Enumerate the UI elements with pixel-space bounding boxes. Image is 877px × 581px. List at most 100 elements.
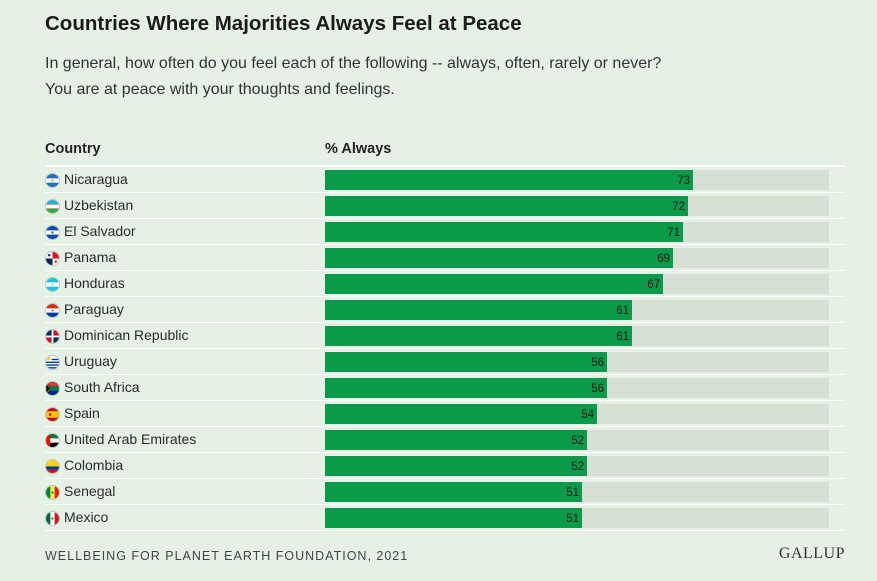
spain-flag-icon xyxy=(45,407,60,422)
row-divider xyxy=(45,400,845,401)
question-text: In general, how often do you feel each o… xyxy=(45,55,662,72)
bar-track: 72 xyxy=(325,196,829,216)
value-label: 51 xyxy=(566,487,579,499)
chart-row: Spain 54 xyxy=(45,401,845,427)
chart-row: Mexico 51 xyxy=(45,505,845,531)
bar-track: 61 xyxy=(325,300,829,320)
bar xyxy=(325,274,663,294)
country-label: Paraguay xyxy=(64,301,124,317)
chart-row: Uruguay 56 xyxy=(45,349,845,375)
statement-text: You are at peace with your thoughts and … xyxy=(45,81,395,98)
value-label: 61 xyxy=(616,331,629,343)
bar-track: 67 xyxy=(325,274,829,294)
country-label: Colombia xyxy=(64,457,124,473)
percent-column-header: % Always xyxy=(325,141,392,157)
gallup-logo: GALLUP xyxy=(778,545,845,562)
row-divider xyxy=(45,192,845,193)
value-label: 72 xyxy=(672,201,685,213)
bar xyxy=(325,404,597,424)
chart-row: Panama 69 xyxy=(45,245,845,271)
country-label: Spain xyxy=(64,405,100,421)
bar xyxy=(325,248,673,268)
senegal-flag-icon xyxy=(45,485,60,500)
row-divider xyxy=(45,296,845,297)
mexico-flag-icon xyxy=(45,511,60,526)
dominican-republic-flag-icon xyxy=(45,329,60,344)
bar-track: 56 xyxy=(325,352,829,372)
bar xyxy=(325,170,693,190)
bar xyxy=(325,378,607,398)
row-divider xyxy=(45,530,845,531)
row-divider xyxy=(45,374,845,375)
country-label: Nicaragua xyxy=(64,171,128,187)
chart-row: Uzbekistan 72 xyxy=(45,193,845,219)
chart-row: El Salvador 71 xyxy=(45,219,845,245)
south-africa-flag-icon xyxy=(45,381,60,396)
bar xyxy=(325,326,632,346)
bar xyxy=(325,430,587,450)
value-label: 52 xyxy=(571,435,584,447)
nicaragua-flag-icon xyxy=(45,173,60,188)
value-label: 51 xyxy=(566,513,579,525)
bar xyxy=(325,456,587,476)
chart-row: Honduras 67 xyxy=(45,271,845,297)
uae-flag-icon xyxy=(45,433,60,448)
honduras-flag-icon xyxy=(45,277,60,292)
country-label: South Africa xyxy=(64,379,140,395)
row-divider xyxy=(45,504,845,505)
country-label: Mexico xyxy=(64,509,109,525)
row-divider xyxy=(45,426,845,427)
country-label: Senegal xyxy=(64,483,116,499)
row-divider xyxy=(45,322,845,323)
country-label: El Salvador xyxy=(64,223,136,239)
country-label: Honduras xyxy=(64,275,125,291)
bar-track: 51 xyxy=(325,482,829,502)
bar-track: 54 xyxy=(325,404,829,424)
chart-row: Dominican Republic 61 xyxy=(45,323,845,349)
value-label: 71 xyxy=(667,227,680,239)
bar-track: 71 xyxy=(325,222,829,242)
country-column-header: Country xyxy=(45,141,101,157)
bar-track: 51 xyxy=(325,508,829,528)
bar-track: 61 xyxy=(325,326,829,346)
paraguay-flag-icon xyxy=(45,303,60,318)
bar-track: 56 xyxy=(325,378,829,398)
chart-row: Paraguay 61 xyxy=(45,297,845,323)
chart-title: Countries Where Majorities Always Feel a… xyxy=(45,12,522,35)
bar xyxy=(325,222,683,242)
country-label: Uzbekistan xyxy=(64,197,134,213)
panama-flag-icon xyxy=(45,251,60,266)
chart-row: Nicaragua 73 xyxy=(45,167,845,193)
bar xyxy=(325,300,632,320)
bar xyxy=(325,508,582,528)
row-divider xyxy=(45,218,845,219)
country-label: Uruguay xyxy=(64,353,117,369)
chart-row: South Africa 56 xyxy=(45,375,845,401)
row-divider xyxy=(45,478,845,479)
chart-row: United Arab Emirates 52 xyxy=(45,427,845,453)
uzbekistan-flag-icon xyxy=(45,199,60,214)
row-divider xyxy=(45,270,845,271)
row-divider xyxy=(45,452,845,453)
row-divider xyxy=(45,348,845,349)
value-label: 61 xyxy=(616,305,629,317)
bar xyxy=(325,482,582,502)
row-divider xyxy=(45,244,845,245)
value-label: 73 xyxy=(677,175,690,187)
value-label: 69 xyxy=(657,253,670,265)
bar xyxy=(325,196,688,216)
value-label: 52 xyxy=(571,461,584,473)
bar-track: 73 xyxy=(325,170,829,190)
bar-track: 52 xyxy=(325,430,829,450)
value-label: 54 xyxy=(581,409,594,421)
source-note: WELLBEING FOR PLANET EARTH FOUNDATION, 2… xyxy=(45,549,409,563)
country-label: United Arab Emirates xyxy=(64,431,197,447)
value-label: 67 xyxy=(647,279,660,291)
country-label: Panama xyxy=(64,249,117,265)
value-label: 56 xyxy=(591,383,604,395)
bar-track: 69 xyxy=(325,248,829,268)
el-salvador-flag-icon xyxy=(45,225,60,240)
colombia-flag-icon xyxy=(45,459,60,474)
chart-row: Senegal 51 xyxy=(45,479,845,505)
